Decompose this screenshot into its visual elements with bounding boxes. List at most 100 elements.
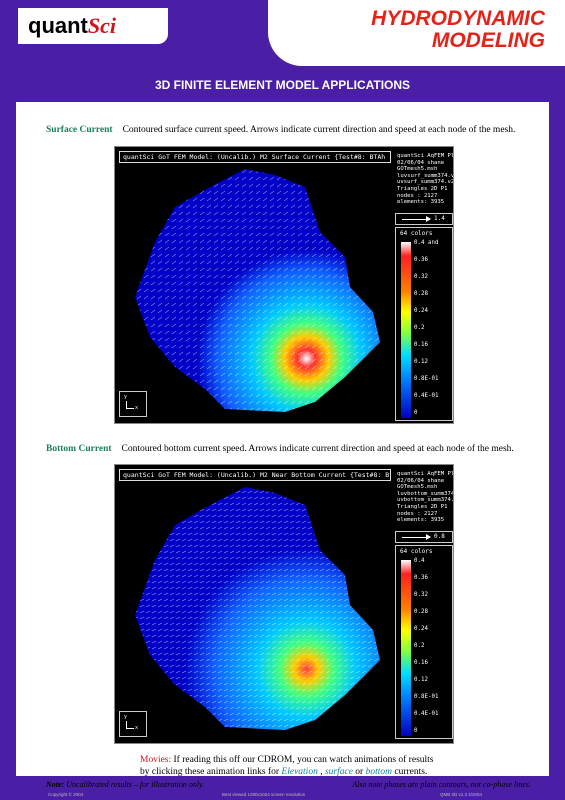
- legend-label: 0.4 and: [414, 240, 439, 246]
- legend-label: 0.16: [414, 342, 428, 348]
- axis-y-label: y: [124, 394, 128, 400]
- surface-animation-link[interactable]: surface: [324, 767, 353, 777]
- note-left-text: Uncalibrated results – for illustration …: [64, 780, 205, 789]
- page-title-line2: MODELING: [431, 29, 545, 52]
- legend-label: 0.24: [414, 308, 428, 314]
- movies-text: by clicking these animation links for: [140, 767, 282, 777]
- info-line: quantSci AqFEM Plot: [397, 153, 453, 159]
- arrow-right-icon: [426, 534, 431, 540]
- company-logo: quantSci: [18, 8, 168, 44]
- arrow-scale-line: [402, 219, 430, 220]
- page-title: HYDRODYNAMIC MODELING: [371, 8, 545, 52]
- info-line: luvsurf_summ374.v2: [397, 172, 453, 179]
- movies-label: Movies:: [140, 755, 172, 765]
- legend-label: 0.36: [414, 575, 428, 581]
- info-line: GOTmesh5.msh: [397, 166, 438, 173]
- arrow-scale-line: [402, 537, 430, 538]
- bottom-current-plot: quantSci GoT FEM Model: (Uncalib.) M2 Ne…: [114, 464, 454, 744]
- bottom-current-caption: Bottom Current Contoured bottom current s…: [46, 444, 514, 454]
- legend-label: 0.4: [414, 558, 425, 564]
- legend-label: 0.4E-01: [414, 393, 439, 399]
- movies-separator: ,: [317, 767, 325, 777]
- footer-copyright: Copyright © 2004: [48, 792, 84, 797]
- legend-label: 0.2: [414, 643, 425, 649]
- page-title-line1: HYDRODYNAMIC: [371, 7, 545, 30]
- model-info: quantSci AqFEM Plot 02/06/04 shane GOTme…: [395, 469, 453, 529]
- page-footer: Copyright © 2004 Best viewed 1280x1024 s…: [0, 792, 565, 800]
- surface-current-map: [135, 169, 380, 412]
- note-label: Note:: [46, 780, 65, 789]
- info-line: Triangles 2D P1: [397, 185, 448, 192]
- axis-x-label: x: [135, 725, 139, 731]
- legend-title: 64 colors: [400, 230, 433, 237]
- color-legend: 64 colors 0.4 0.36 0.32 0.28 0.24 0.2 0.…: [395, 545, 453, 739]
- legend-label: 0.12: [414, 359, 428, 365]
- movies-separator: or: [352, 767, 366, 777]
- bottom-current-map: [135, 487, 380, 730]
- legend-label: 0: [414, 410, 418, 416]
- legend-color-ramp: [401, 242, 411, 418]
- footer-resolution: Best viewed 1280x1024 screen resolution: [222, 792, 306, 797]
- subtitle-bar: 3D FINITE ELEMENT MODEL APPLICATIONS: [16, 72, 549, 102]
- logo-text-quant: quant: [28, 13, 88, 38]
- info-line: elements: 3935: [397, 199, 445, 206]
- surface-current-plot: quantSci GoT FEM Model: (Uncalib.) M2 Su…: [114, 146, 454, 424]
- legend-label: 0.16: [414, 660, 428, 666]
- section-caption-text: Contoured bottom current speed. Arrows i…: [121, 444, 514, 454]
- page-frame: [0, 72, 565, 800]
- arrow-scale: 1.4: [395, 213, 453, 225]
- axis-indicator: y x: [119, 711, 147, 737]
- surface-current-caption: Surface Current Contoured surface current…: [46, 125, 515, 135]
- legend-label: 0.28: [414, 609, 428, 615]
- legend-label: 0.8E-01: [414, 376, 439, 382]
- info-line: Triangles 2D P1: [397, 503, 448, 510]
- movies-paragraph: Movies: If reading this off our CDROM, y…: [140, 754, 460, 778]
- legend-label: 0.32: [414, 592, 428, 598]
- legend-label: 0.12: [414, 677, 428, 683]
- info-line: nodes : 2127: [397, 510, 438, 517]
- info-line: quantSci AqFEM Plot: [397, 471, 453, 477]
- title-panel: HYDRODYNAMIC MODELING: [268, 0, 565, 66]
- arrow-right-icon: [426, 216, 431, 222]
- color-legend: 64 colors 0.4 and 0.36 0.32 0.28 0.24 0.…: [395, 227, 453, 421]
- elevation-animation-link[interactable]: Elevation: [281, 767, 318, 777]
- section-label: Bottom Current: [46, 444, 112, 454]
- legend-label: 0.8E-01: [414, 694, 439, 700]
- footer-version: QMB 2D v1.3 2/2004: [440, 792, 483, 797]
- model-info: quantSci AqFEM Plot 02/06/04 shane GOTme…: [395, 151, 453, 211]
- info-line: 02/06/04 shane: [397, 477, 445, 484]
- arrow-scale: 0.8: [395, 531, 453, 543]
- legend-label: 0.32: [414, 274, 428, 280]
- logo-text-sci: Sci: [87, 13, 117, 38]
- plot-title: quantSci GoT FEM Model: (Uncalib.) M2 Su…: [119, 151, 391, 163]
- info-line: nodes : 2127: [397, 192, 438, 199]
- info-line: 02/06/04 shane: [397, 159, 445, 166]
- legend-title: 64 colors: [400, 548, 433, 555]
- axis-y-label: y: [124, 714, 128, 720]
- bottom-animation-link[interactable]: bottom: [365, 767, 392, 777]
- arrow-scale-value: 0.8: [434, 533, 445, 540]
- info-line: GOTmesh5.msh: [397, 484, 438, 491]
- info-line: uvsurf_summ374.v2r: [397, 179, 453, 186]
- axis-lines: [126, 721, 134, 729]
- plot-title: quantSci GoT FEM Model: (Uncalib.) M2 Ne…: [119, 469, 391, 481]
- legend-label: 0.28: [414, 291, 428, 297]
- note-right: Also note phases are plain contours, not…: [352, 780, 531, 789]
- legend-label: 0: [414, 728, 418, 734]
- legend-label: 0.24: [414, 626, 428, 632]
- legend-label: 0.2: [414, 325, 425, 331]
- bottom-bar: [0, 776, 565, 800]
- axis-lines: [126, 401, 134, 409]
- info-line: luvbottom_summ374.: [397, 490, 453, 497]
- note-left: Note: Uncalibrated results – for illustr…: [46, 780, 204, 789]
- axis-indicator: y x: [119, 391, 147, 417]
- legend-color-ramp: [401, 560, 411, 736]
- page-subtitle: 3D FINITE ELEMENT MODEL APPLICATIONS: [154, 78, 411, 92]
- section-caption-text: Contoured surface current speed. Arrows …: [122, 125, 516, 135]
- movies-text: currents.: [391, 767, 428, 777]
- info-line: uvbottom_summ374.v: [397, 497, 453, 504]
- legend-label: 0.36: [414, 257, 428, 263]
- info-line: elements: 3935: [397, 517, 445, 524]
- movies-text: If reading this off our CDROM, you can w…: [171, 755, 434, 765]
- section-label: Surface Current: [46, 125, 113, 135]
